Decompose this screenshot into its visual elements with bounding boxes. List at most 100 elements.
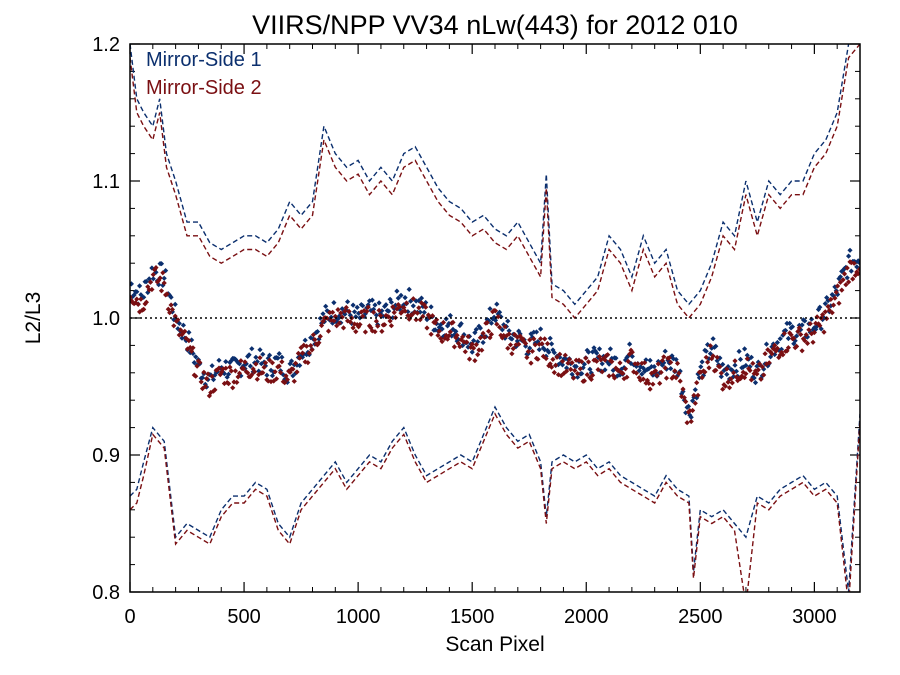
series-1-point	[713, 343, 719, 349]
series-1-point	[168, 294, 174, 300]
series-2-point	[538, 336, 544, 342]
series-2-point	[252, 369, 258, 375]
series-2-point	[477, 335, 483, 341]
series-2-point	[709, 356, 715, 362]
series-2-point	[766, 360, 772, 366]
series-2-point	[261, 364, 267, 370]
series-2-point	[410, 296, 416, 302]
series-2-point	[142, 301, 148, 307]
series-1-point	[538, 326, 544, 332]
series-2-point	[792, 345, 798, 351]
series-2-point	[228, 368, 234, 374]
series-2-point	[668, 359, 674, 365]
series-2-point	[524, 354, 530, 361]
series-2-point	[168, 302, 174, 308]
series-1-point	[221, 371, 227, 377]
series-1-point	[506, 328, 512, 334]
series-2-point	[636, 375, 642, 381]
series-1-point	[331, 300, 337, 306]
series-2-point	[755, 367, 761, 373]
series-2-point	[554, 354, 560, 360]
series-1-point	[725, 364, 731, 370]
series-2-point	[653, 368, 659, 374]
series-1-point	[160, 282, 166, 288]
series-2-point	[308, 343, 314, 349]
series-2-point	[365, 304, 371, 310]
series-2-point	[856, 266, 860, 272]
series-1-point	[249, 346, 255, 352]
series-1-point	[714, 358, 720, 364]
series-1-point	[575, 374, 581, 380]
series-2-point	[598, 357, 604, 363]
series-1-point	[648, 364, 655, 370]
legend: Mirror-Side 1 Mirror-Side 2	[146, 49, 262, 99]
series-1-point	[354, 304, 360, 310]
x-tick-label: 2500	[678, 606, 723, 628]
series-2-point	[194, 363, 200, 369]
series-1-point	[212, 372, 218, 378]
series-2-point	[503, 333, 509, 339]
series-2-point	[680, 386, 686, 392]
series-1-point	[690, 398, 696, 404]
series-1-point	[350, 302, 356, 308]
series-1-point	[216, 357, 222, 363]
legend-mirror-side-1: Mirror-Side 1	[146, 49, 262, 71]
series-2-point	[666, 355, 672, 361]
series-1-point	[245, 353, 251, 359]
series-2-point	[306, 350, 312, 356]
series-2-point	[772, 342, 778, 348]
series-2-point	[770, 346, 776, 352]
series-2-point	[644, 377, 650, 383]
series-1-point	[836, 276, 842, 282]
x-tick-label: 2000	[564, 606, 609, 628]
series-2-point	[420, 313, 426, 319]
series-2-point	[814, 314, 820, 320]
series-1-point	[243, 361, 249, 367]
series-1-point	[371, 306, 377, 312]
series-2-point	[705, 359, 711, 365]
series-2-point	[661, 354, 667, 360]
series-2-point	[825, 303, 831, 310]
series-1-point	[134, 289, 140, 295]
series-2-point	[640, 376, 646, 382]
series-2-point	[655, 361, 661, 367]
series-1-point	[784, 320, 790, 326]
series-2-point	[566, 356, 572, 362]
series-2-point	[249, 372, 255, 378]
series-2-point	[353, 329, 359, 335]
series-2-point	[137, 309, 143, 315]
series-2-point	[183, 335, 189, 341]
series-2-point	[681, 395, 687, 401]
series-2-point	[832, 295, 838, 301]
series-2-point	[409, 312, 415, 318]
series-2-point	[743, 371, 749, 377]
series-1-point	[559, 362, 566, 368]
series-2-point	[428, 331, 434, 337]
series-2-point	[460, 334, 466, 340]
series-2-point	[403, 300, 410, 306]
series-2-point	[672, 368, 678, 374]
series-2-point	[699, 375, 705, 381]
series-2-point	[584, 372, 590, 378]
series-2-point	[488, 331, 494, 337]
series-1-point	[472, 330, 478, 336]
series-2-point	[551, 369, 557, 376]
series-2-point	[692, 400, 698, 406]
series-2-point	[368, 325, 374, 331]
series-1-point	[490, 316, 496, 322]
series-2-point	[841, 271, 848, 277]
series-2-point	[601, 355, 607, 361]
series-1-point	[785, 335, 791, 342]
series-2-point	[198, 379, 204, 385]
series-2-point	[611, 375, 618, 381]
series-2-point	[590, 372, 596, 378]
series-2-point	[312, 337, 318, 343]
series-1-point	[744, 352, 750, 358]
series-2-point	[800, 336, 806, 342]
series-2-point	[527, 337, 533, 343]
series-2-point	[309, 347, 315, 353]
series-2-point	[169, 306, 175, 313]
series-2-point	[342, 308, 348, 314]
y-tick-label: 1.2	[92, 34, 120, 56]
series-2-point	[469, 341, 475, 347]
